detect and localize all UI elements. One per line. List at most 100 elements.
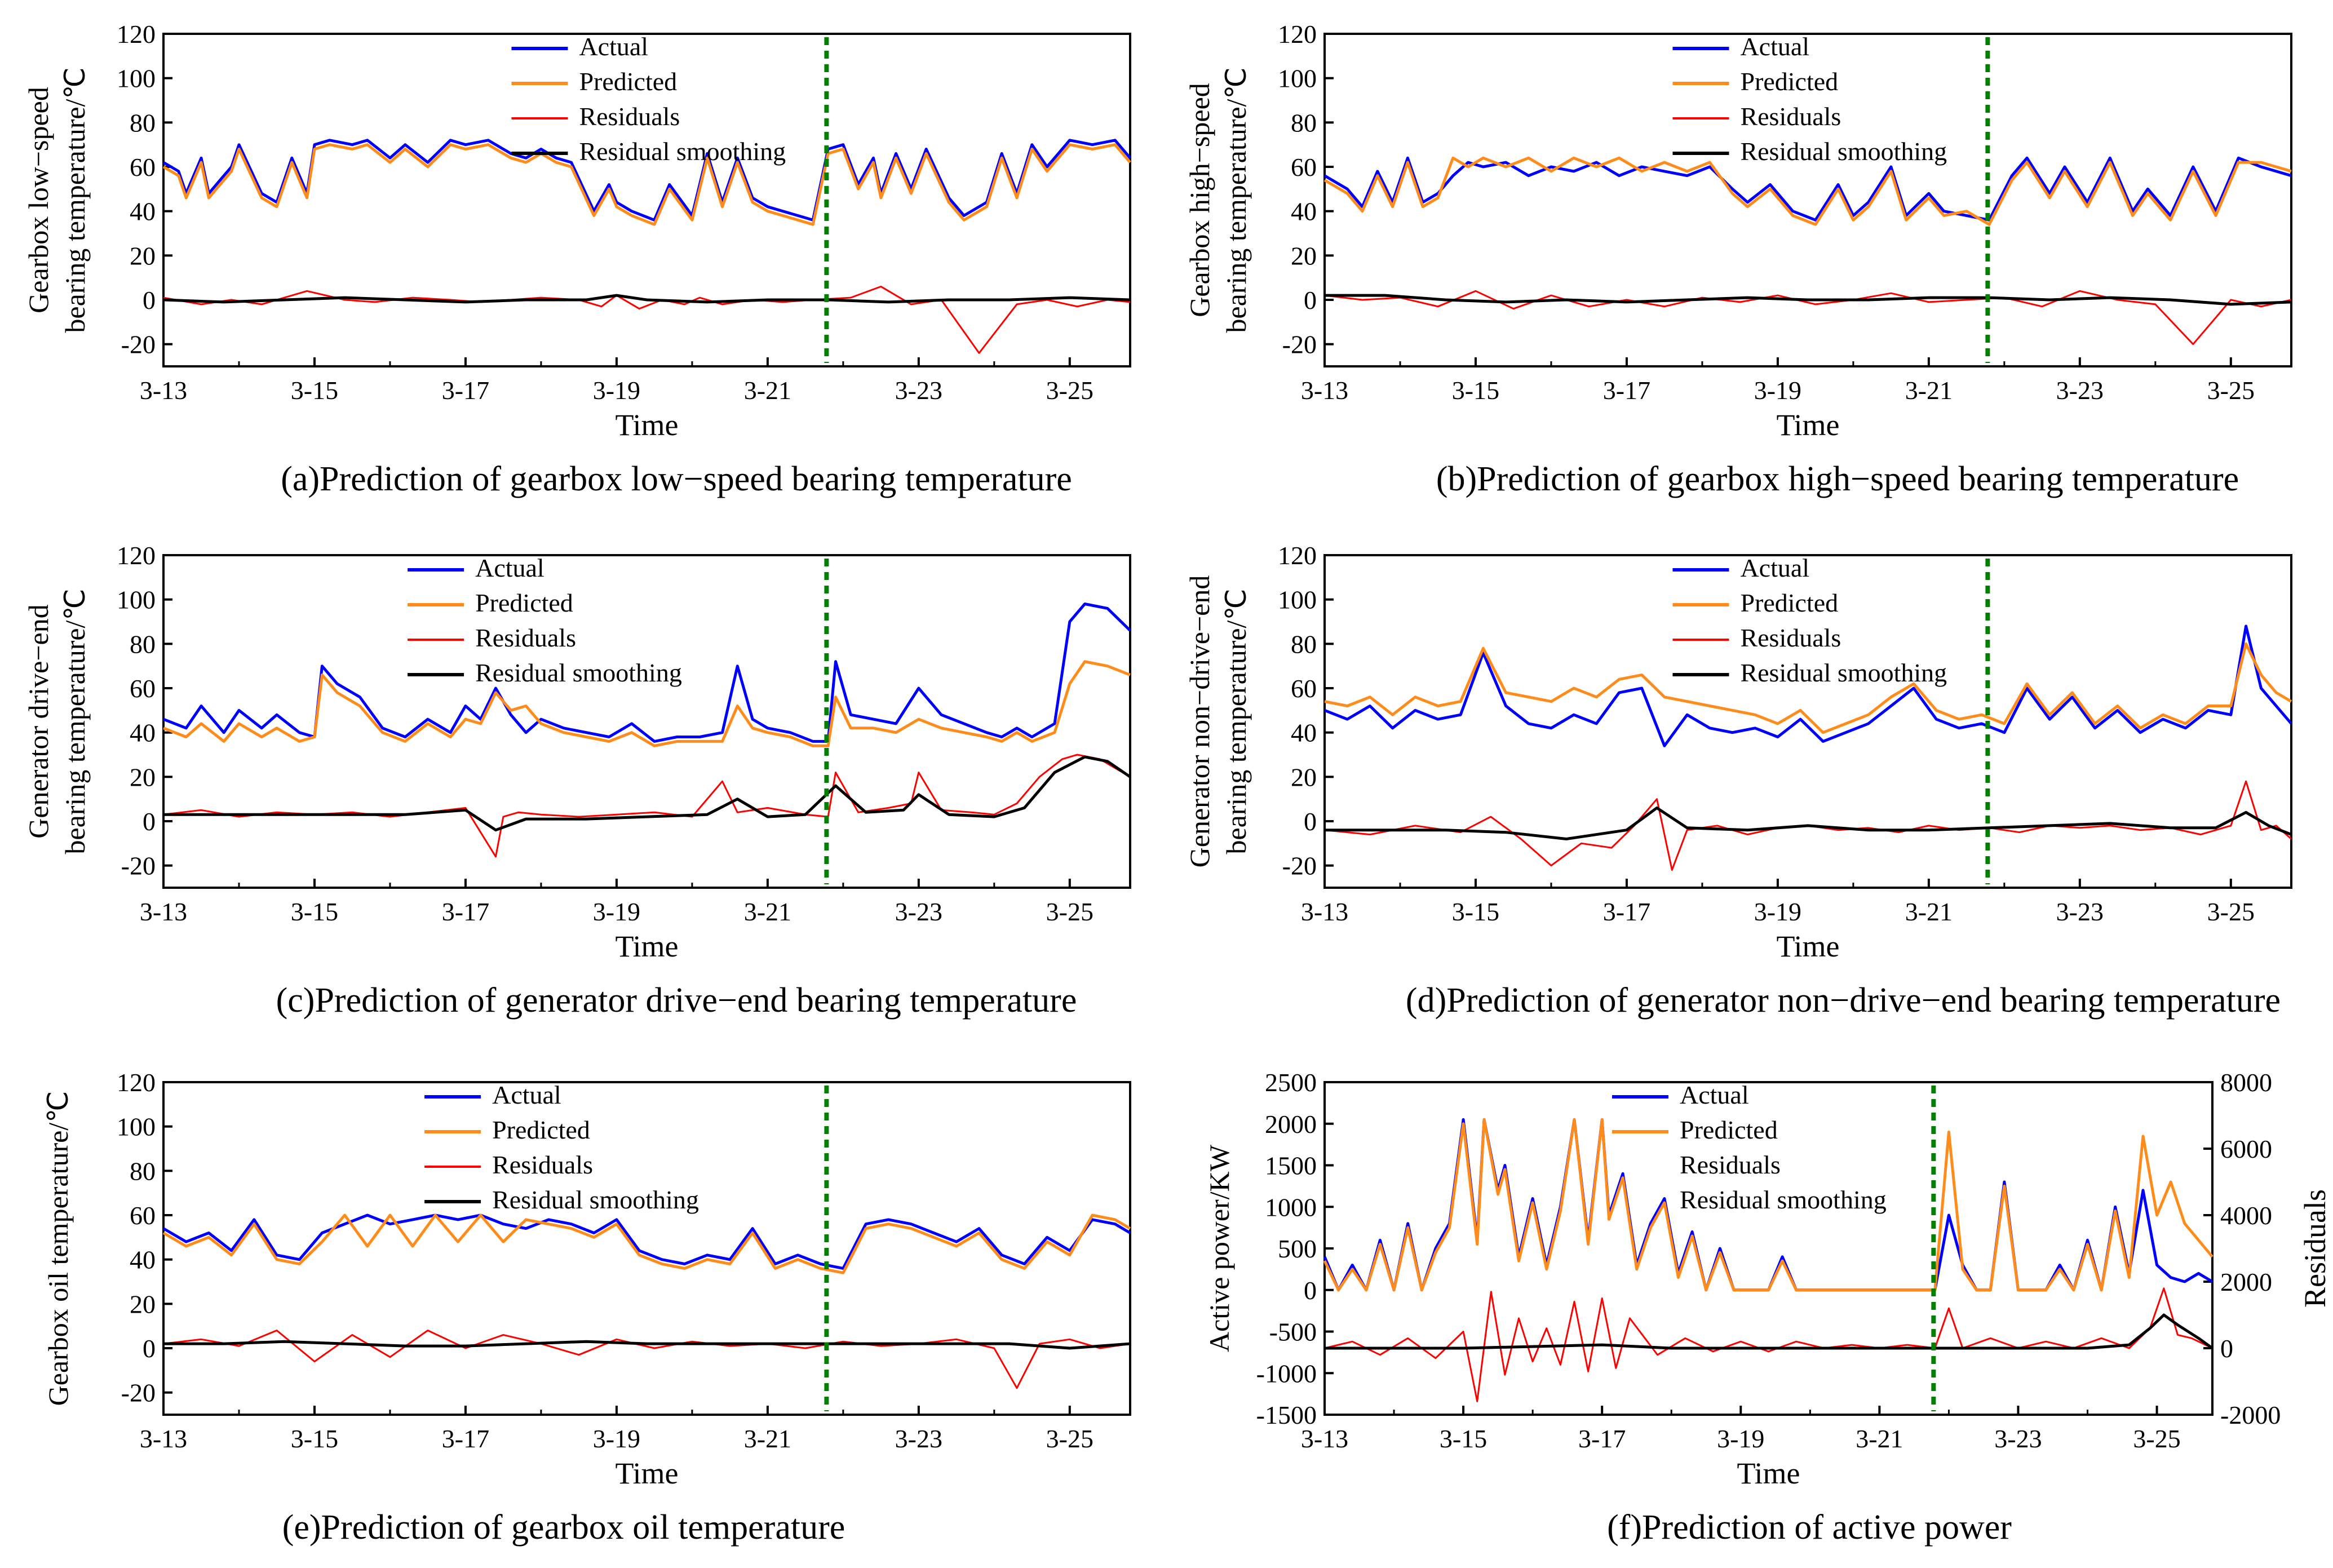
y-axis-title: bearing temperature/℃ [1220, 67, 1252, 333]
x-tick-label: 3-19 [1717, 1424, 1764, 1453]
series-line-residual-smoothing [163, 1340, 1131, 1350]
chart-caption: (f)Prediction of active power [1607, 1508, 2012, 1547]
y-tick-label: 500 [1278, 1234, 1317, 1263]
y-tick-label: 20 [130, 1290, 156, 1318]
y-axis-title: bearing temperature/℃ [59, 67, 91, 333]
x-tick-label: 3-23 [895, 376, 942, 405]
y-axis-title: Generator non−drive−end [1184, 575, 1215, 868]
y2-tick-label: 2000 [2220, 1268, 2272, 1296]
y-axis-title: Gearbox high−speed [1184, 83, 1215, 317]
x-tick-label: 3-25 [2133, 1424, 2180, 1453]
chart-caption: (a)Prediction of gearbox low−speed beari… [281, 460, 1072, 498]
y-tick-label: 0 [143, 1334, 156, 1363]
y-tick-label: -1000 [1256, 1359, 1317, 1388]
x-tick-label: 3-17 [1603, 897, 1650, 926]
x-tick-label: 3-23 [2056, 897, 2104, 926]
series-line-predicted [1323, 1118, 2214, 1292]
x-tick-label: 3-19 [593, 1424, 640, 1453]
y-tick-label: -20 [121, 852, 156, 880]
legend-label: Residual smoothing [1680, 1185, 1887, 1214]
x-tick-label: 3-17 [442, 376, 489, 405]
series-line-actual [1324, 624, 2292, 747]
chart-c: -20 0 20 40 60 80 100 120 3-13 3-15 3-17 3-19 3-21 3-… [23, 541, 1131, 1020]
legend-label: Predicted [475, 588, 573, 617]
y-tick-label: 100 [1278, 64, 1317, 93]
y-tick-label: 120 [1278, 541, 1317, 570]
x-tick-label: 3-13 [1301, 376, 1348, 405]
series-line-predicted [163, 660, 1131, 747]
series-line-predicted [162, 1213, 1131, 1274]
x-tick-label: 3-25 [2207, 897, 2255, 926]
y-axis-title: Gearbox low−speed [23, 87, 54, 313]
x-tick-label: 3-23 [895, 1424, 942, 1453]
x-tick-label: 3-21 [744, 897, 791, 926]
legend-label: Predicted [1740, 588, 1838, 617]
y-tick-label: 60 [130, 153, 156, 181]
legend-label: Residuals [475, 623, 576, 652]
legend-label: Residuals [1740, 102, 1841, 131]
y-axis-title: Gearbox oil temperature/℃ [42, 1091, 74, 1406]
series-line-predicted [1323, 156, 2292, 226]
x-tick-label: 3-21 [744, 1424, 791, 1453]
legend-label: Residual smoothing [579, 137, 786, 166]
series-line-residuals [1324, 780, 2292, 871]
y-tick-label: 2000 [1265, 1110, 1317, 1139]
y-tick-label: 120 [117, 541, 156, 570]
x-axis-title: Time [1776, 929, 1839, 963]
x-tick-label: 3-25 [1046, 1424, 1094, 1453]
y-tick-label: 80 [130, 108, 156, 137]
legend-label: Actual [1740, 32, 1809, 61]
series-line-actual [162, 139, 1131, 222]
legend-label: Predicted [579, 67, 677, 96]
series-line-residual-smoothing [1325, 1313, 2214, 1350]
series-line-residual-smoothing [1325, 806, 2292, 840]
legend-label: Predicted [492, 1115, 590, 1144]
y-tick-label: 120 [117, 20, 156, 48]
x-tick-label: 3-19 [593, 897, 640, 926]
chart-a: -20 0 20 40 60 80 100 120 3-13 3-15 3-17 3-19 3-21 3-… [23, 20, 1131, 498]
x-axis-title: Time [615, 408, 678, 442]
legend-label: Actual [579, 32, 648, 61]
x-tick-label: 3-15 [1440, 1424, 1487, 1453]
y-tick-label: 20 [130, 241, 156, 270]
legend-label: Actual [492, 1080, 561, 1109]
chart-caption: (c)Prediction of generator drive−end bea… [276, 981, 1077, 1020]
legend-label: Actual [1740, 553, 1809, 582]
series-line-residuals [1324, 290, 2292, 346]
x-tick-label: 3-21 [1905, 376, 1953, 405]
plot-frame [1323, 554, 2292, 889]
y-tick-label: 100 [117, 586, 156, 614]
y-tick-label: 60 [1291, 674, 1317, 703]
x-tick-label: 3-13 [140, 1424, 187, 1453]
chart-caption: (d)Prediction of generator non−drive−end… [1406, 981, 2281, 1020]
y-tick-label: 40 [130, 719, 156, 747]
y-axis-title: bearing temperature/℃ [1220, 588, 1252, 854]
y-tick-label: 40 [1291, 719, 1317, 747]
y-tick-label: 80 [1291, 108, 1317, 137]
x-tick-label: 3-15 [291, 376, 338, 405]
x-tick-label: 3-17 [1578, 1424, 1626, 1453]
x-axis-title: Time [615, 929, 678, 963]
series-line-actual [1323, 156, 2292, 222]
y-tick-label: 40 [1291, 197, 1317, 226]
x-tick-label: 3-25 [2207, 376, 2255, 405]
y-tick-label: 80 [130, 1157, 156, 1185]
x-tick-label: 3-21 [1905, 897, 1953, 926]
y2-tick-label: 0 [2220, 1334, 2233, 1363]
y-tick-label: 0 [143, 807, 156, 836]
plot-frame [162, 554, 1131, 889]
x-tick-label: 3-21 [1856, 1424, 1903, 1453]
plot-frame [1323, 33, 2292, 367]
series-line-actual [162, 1213, 1131, 1270]
y-axis-title: Active power/KW [1203, 1144, 1235, 1352]
x-axis-title: Time [615, 1456, 678, 1490]
y-tick-label: 60 [130, 1201, 156, 1230]
y-tick-label: 80 [1291, 630, 1317, 658]
x-tick-label: 3-13 [1301, 897, 1348, 926]
x-tick-label: 3-19 [1754, 376, 1801, 405]
y-tick-label: 80 [130, 630, 156, 658]
x-tick-label: 3-13 [140, 376, 187, 405]
y-tick-label: -20 [121, 330, 156, 359]
y-tick-label: 20 [1291, 763, 1317, 791]
